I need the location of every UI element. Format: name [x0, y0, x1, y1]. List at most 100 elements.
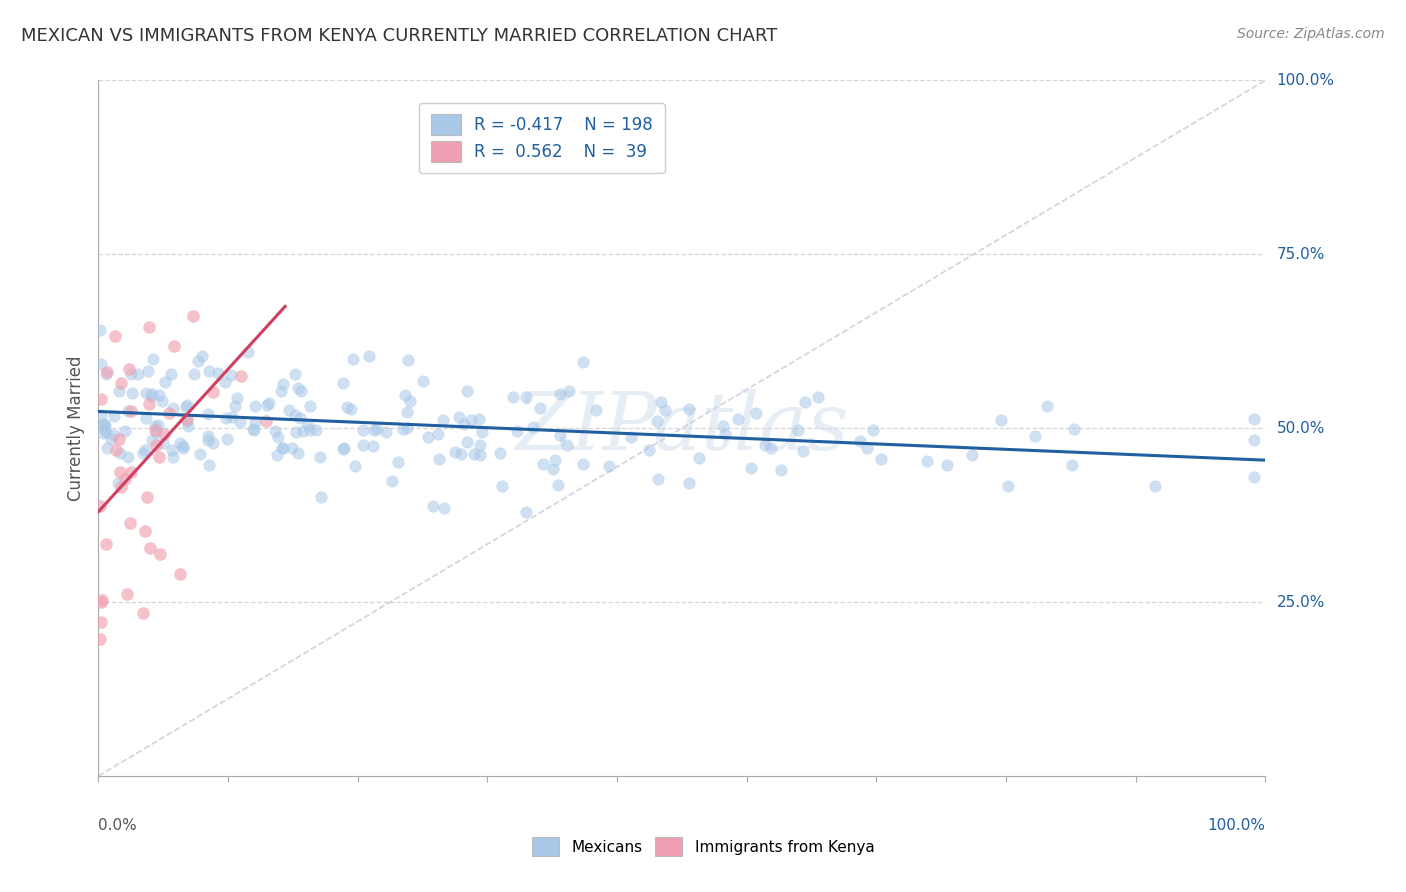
Point: [395, 405, 418, 419]
Point: [138, 320, 160, 334]
Point: [198, 364, 221, 378]
Point: [332, 441, 354, 455]
Point: [309, 490, 332, 504]
Point: [162, 450, 184, 465]
Point: [381, 474, 404, 488]
Point: [770, 463, 793, 477]
Point: [103, 428, 125, 442]
Point: [332, 442, 354, 457]
Point: [162, 401, 184, 415]
Point: [352, 438, 374, 452]
Point: [394, 388, 416, 402]
Point: [572, 457, 595, 471]
Point: [688, 450, 710, 465]
Point: [792, 444, 814, 458]
Text: 100.0%: 100.0%: [1208, 818, 1265, 833]
Point: [544, 452, 567, 467]
Point: [571, 355, 593, 369]
Point: [759, 441, 782, 455]
Point: [228, 415, 250, 429]
Point: [187, 354, 209, 368]
Point: [460, 412, 482, 426]
Point: [557, 384, 579, 399]
Point: [127, 367, 149, 381]
Point: [281, 441, 304, 455]
Point: [647, 472, 669, 486]
Point: [94, 425, 117, 439]
Point: [236, 345, 259, 359]
Point: [172, 439, 194, 453]
Text: 50.0%: 50.0%: [1277, 421, 1324, 435]
Point: [645, 414, 668, 428]
Point: [960, 448, 983, 462]
Point: [214, 375, 236, 389]
Point: [870, 452, 893, 467]
Point: [224, 399, 246, 413]
Point: [342, 352, 364, 367]
Point: [299, 423, 322, 437]
Point: [243, 415, 266, 429]
Point: [264, 424, 287, 438]
Legend: R = -0.417    N = 198, R =  0.562    N =  39: R = -0.417 N = 198, R = 0.562 N = 39: [419, 103, 665, 173]
Point: [366, 422, 388, 436]
Point: [305, 423, 328, 437]
Point: [862, 424, 884, 438]
Point: [120, 368, 142, 382]
Point: [215, 432, 238, 446]
Point: [257, 396, 280, 410]
Point: [229, 369, 252, 384]
Point: [396, 421, 419, 435]
Point: [90, 408, 112, 422]
Point: [117, 404, 139, 418]
Point: [915, 454, 938, 468]
Point: [176, 398, 198, 412]
Point: [120, 465, 142, 479]
Point: [91, 418, 114, 433]
Point: [135, 410, 157, 425]
Point: [152, 427, 174, 442]
Point: [387, 455, 409, 469]
Point: [159, 367, 181, 381]
Point: [1243, 433, 1265, 447]
Point: [174, 401, 197, 415]
Point: [134, 442, 156, 457]
Point: [139, 541, 162, 556]
Point: [849, 434, 872, 448]
Point: [110, 376, 132, 390]
Point: [433, 500, 456, 515]
Point: [148, 547, 170, 561]
Point: [143, 419, 166, 434]
Point: [361, 440, 384, 454]
Point: [96, 536, 118, 550]
Point: [94, 418, 117, 433]
Text: MEXICAN VS IMMIGRANTS FROM KENYA CURRENTLY MARRIED CORRELATION CHART: MEXICAN VS IMMIGRANTS FROM KENYA CURRENT…: [21, 27, 778, 45]
Text: 100.0%: 100.0%: [1277, 73, 1334, 87]
Point: [266, 448, 288, 462]
Point: [416, 430, 439, 444]
Point: [1063, 422, 1085, 436]
Point: [453, 417, 475, 431]
Point: [121, 385, 143, 400]
Point: [489, 445, 512, 459]
Point: [96, 365, 118, 379]
Point: [150, 393, 173, 408]
Point: [284, 367, 307, 381]
Point: [202, 385, 225, 400]
Point: [585, 402, 607, 417]
Point: [117, 362, 139, 376]
Point: [793, 395, 815, 409]
Point: [219, 368, 242, 382]
Point: [108, 466, 131, 480]
Point: [548, 428, 571, 442]
Point: [114, 473, 136, 487]
Point: [152, 435, 174, 450]
Point: [100, 432, 122, 446]
Point: [515, 390, 537, 404]
Legend: Mexicans, Immigrants from Kenya: Mexicans, Immigrants from Kenya: [526, 831, 880, 862]
Point: [221, 409, 243, 424]
Point: [449, 409, 471, 424]
Point: [471, 425, 494, 439]
Point: [287, 381, 309, 395]
Point: [215, 410, 238, 425]
Point: [506, 424, 529, 438]
